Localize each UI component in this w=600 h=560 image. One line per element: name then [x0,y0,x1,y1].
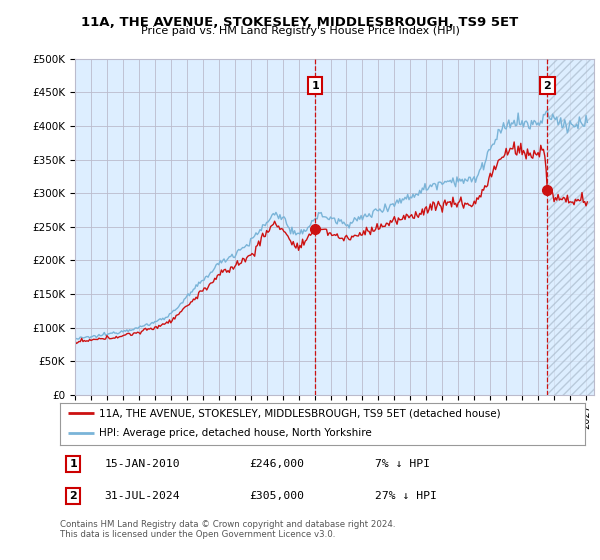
Text: Contains HM Land Registry data © Crown copyright and database right 2024.
This d: Contains HM Land Registry data © Crown c… [60,520,395,539]
Text: £305,000: £305,000 [249,491,304,501]
Text: 11A, THE AVENUE, STOKESLEY, MIDDLESBROUGH, TS9 5ET: 11A, THE AVENUE, STOKESLEY, MIDDLESBROUG… [82,16,518,29]
Text: 1: 1 [70,459,77,469]
Text: 11A, THE AVENUE, STOKESLEY, MIDDLESBROUGH, TS9 5ET (detached house): 11A, THE AVENUE, STOKESLEY, MIDDLESBROUG… [100,408,501,418]
Text: HPI: Average price, detached house, North Yorkshire: HPI: Average price, detached house, Nort… [100,428,372,438]
Text: 2: 2 [70,491,77,501]
Bar [547,59,594,395]
Text: 31-JUL-2024: 31-JUL-2024 [104,491,180,501]
Text: 27% ↓ HPI: 27% ↓ HPI [375,491,437,501]
Text: Price paid vs. HM Land Registry's House Price Index (HPI): Price paid vs. HM Land Registry's House … [140,26,460,36]
Text: 15-JAN-2010: 15-JAN-2010 [104,459,180,469]
Text: 7% ↓ HPI: 7% ↓ HPI [375,459,430,469]
Text: 1: 1 [311,81,319,91]
Text: £246,000: £246,000 [249,459,304,469]
Text: 2: 2 [544,81,551,91]
